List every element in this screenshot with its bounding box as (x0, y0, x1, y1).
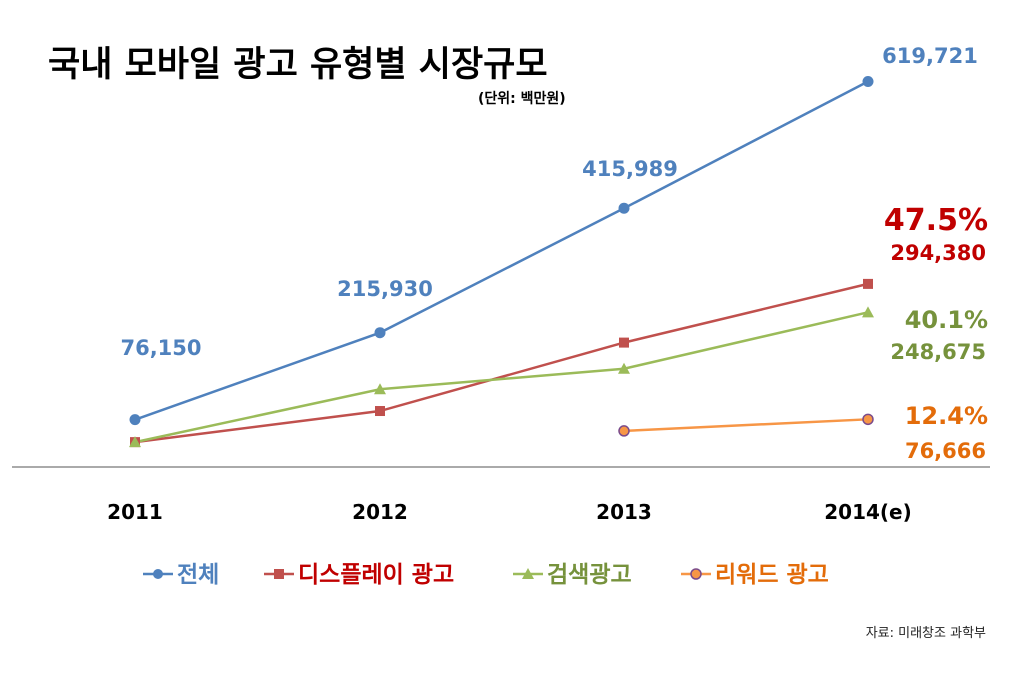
marker-display-1 (375, 406, 385, 417)
series-line-total (134, 80, 869, 421)
marker-total-1 (374, 327, 386, 339)
series-line-search (134, 311, 869, 444)
marker-display-3 (863, 278, 873, 289)
marker-reward-2 (618, 425, 630, 437)
x-tick-2013: 2013 (596, 500, 652, 524)
legend-marker-search (522, 568, 534, 579)
legend-item-total: 전체 (143, 562, 219, 588)
legend-label-reward: 리워드 광고 (715, 562, 829, 588)
marker-search-2 (618, 362, 630, 374)
legend-item-display: 디스플레이 광고 (264, 562, 454, 588)
series-markers (129, 76, 874, 448)
label-search-3: 248,675 (890, 340, 986, 364)
share-label-reward: 12.4% (905, 402, 988, 430)
legend-item-search: 검색광고 (513, 562, 632, 588)
data-labels: 76,150 215,930 415,989 619,721 47.5% 294,380 4… (120, 44, 988, 463)
label-display-3: 294,380 (890, 241, 986, 265)
legend-marker-total (153, 569, 163, 579)
source-note: 자료: 미래창조 과학부 (866, 626, 986, 641)
marker-reward-3 (862, 413, 874, 426)
label-total-2: 415,989 (582, 157, 678, 181)
x-tick-2012: 2012 (352, 500, 408, 524)
label-total-0: 76,150 (120, 336, 201, 360)
legend-marker-reward (690, 568, 702, 580)
legend-item-reward: 리워드 광고 (681, 562, 829, 588)
chart-title: 국내 모바일 광고 유형별 시장규모 (48, 45, 548, 85)
series-line-reward (623, 418, 869, 433)
legend-label-total: 전체 (177, 562, 219, 588)
share-label-search: 40.1% (905, 306, 988, 334)
series-line-display (134, 282, 869, 444)
marker-total-0 (129, 414, 141, 426)
marker-search-0 (129, 436, 141, 448)
x-tick-2011: 2011 (107, 500, 163, 524)
share-label-display: 47.5% (884, 203, 988, 238)
label-reward-3: 76,666 (905, 439, 986, 463)
x-tick-2014(e): 2014(e) (824, 500, 912, 524)
legend-label-display: 디스플레이 광고 (298, 562, 454, 588)
legend: 전체 디스플레이 광고 검색광고 리워드 광고 (143, 562, 829, 588)
legend-label-search: 검색광고 (547, 562, 632, 588)
label-total-3: 619,721 (882, 44, 978, 68)
legend-marker-display (274, 569, 284, 579)
marker-total-2 (618, 202, 630, 214)
marker-total-3 (862, 76, 874, 88)
unit-note: (단위: 백만원) (478, 90, 566, 107)
label-total-1: 215,930 (337, 277, 433, 301)
series-lines (134, 80, 869, 444)
marker-display-2 (619, 337, 629, 348)
x-tick-labels: 2011 2012 2013 2014(e) (107, 500, 912, 524)
marker-search-1 (374, 383, 386, 395)
marker-search-3 (862, 306, 874, 318)
